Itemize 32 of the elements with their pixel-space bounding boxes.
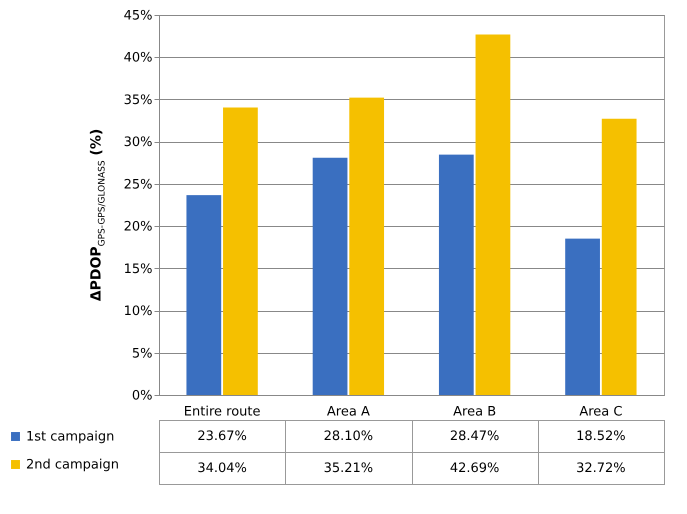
data-label: 32.72% (576, 461, 626, 476)
x-tick-label: Entire route (184, 404, 260, 420)
bar (186, 195, 222, 395)
x-tick-label: Area B (453, 404, 496, 420)
y-tick-label: 5% (132, 346, 152, 362)
data-label: 23.67% (197, 429, 247, 444)
y-tick-label: 15% (124, 262, 152, 277)
y-tick-label: 40% (124, 50, 152, 66)
legend-label: 2nd campaign (26, 458, 119, 472)
bar (349, 98, 384, 395)
data-label: 18.52% (576, 429, 626, 444)
bar (565, 238, 600, 395)
data-label: 42.69% (450, 461, 500, 476)
x-tick-label: Area C (579, 404, 622, 420)
y-tick-label: 45% (124, 8, 152, 24)
data-label: 28.47% (450, 429, 500, 444)
bar (438, 154, 474, 395)
bar (223, 108, 258, 395)
data-label: 34.04% (197, 461, 247, 476)
y-tick-label: 30% (124, 135, 152, 150)
y-tick-label: 35% (124, 92, 152, 108)
data-label: 35.21% (324, 461, 374, 476)
legend-label: 1st campaign (26, 430, 114, 444)
y-tick-label: 10% (124, 304, 152, 320)
y-tick-label: 25% (124, 177, 152, 192)
data-label: 28.10% (324, 429, 374, 444)
bar (476, 34, 510, 395)
x-tick-label: Area A (326, 404, 370, 420)
y-tick-label: 20% (124, 220, 152, 235)
bar (312, 158, 348, 395)
y-tick-label: 0% (132, 388, 152, 404)
bar (602, 118, 637, 395)
